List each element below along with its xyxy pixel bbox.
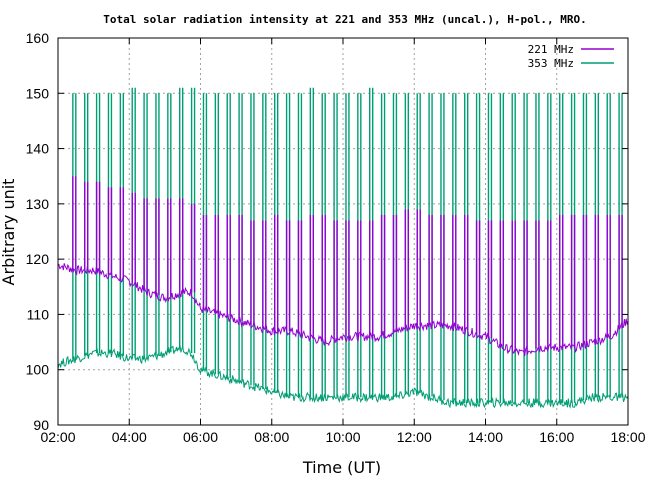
series-line	[57, 263, 629, 357]
legend-label: 353 MHz	[528, 57, 574, 70]
series-layer	[57, 87, 629, 409]
y-tick-label: 150	[26, 85, 50, 101]
x-tick-label: 04:00	[112, 429, 147, 445]
y-tick-label: 140	[26, 141, 50, 157]
y-tick-label: 100	[26, 362, 50, 378]
series-221-mhz	[57, 176, 629, 357]
y-tick-label: 120	[26, 251, 50, 267]
y-tick-label: 160	[26, 30, 50, 46]
x-axis: 02:00 04:00 06:00 08:00 10:00 12:00 14:00 16:00…	[40, 38, 646, 445]
x-tick-label: 10:00	[325, 429, 360, 445]
x-tick-label: 14:00	[468, 429, 503, 445]
y-axis-label: Arbitrary unit	[0, 179, 18, 286]
y-tick-label: 90	[33, 417, 49, 433]
y-axis: 90 100 110 120 130 140 150 160	[26, 30, 628, 433]
x-tick-label: 12:00	[397, 429, 432, 445]
x-tick-label: 02:00	[40, 429, 75, 445]
series-line	[57, 344, 629, 409]
x-tick-label: 16:00	[539, 429, 574, 445]
chart-title: Total solar radiation intensity at 221 a…	[103, 13, 586, 26]
x-tick-label: 18:00	[610, 429, 645, 445]
x-tick-label: 08:00	[254, 429, 289, 445]
grid	[58, 38, 628, 425]
y-tick-label: 130	[26, 196, 50, 212]
x-axis-label: Time (UT)	[302, 458, 381, 477]
legend-label: 221 MHz	[528, 43, 574, 56]
x-tick-label: 06:00	[183, 429, 218, 445]
y-tick-label: 110	[27, 306, 50, 322]
